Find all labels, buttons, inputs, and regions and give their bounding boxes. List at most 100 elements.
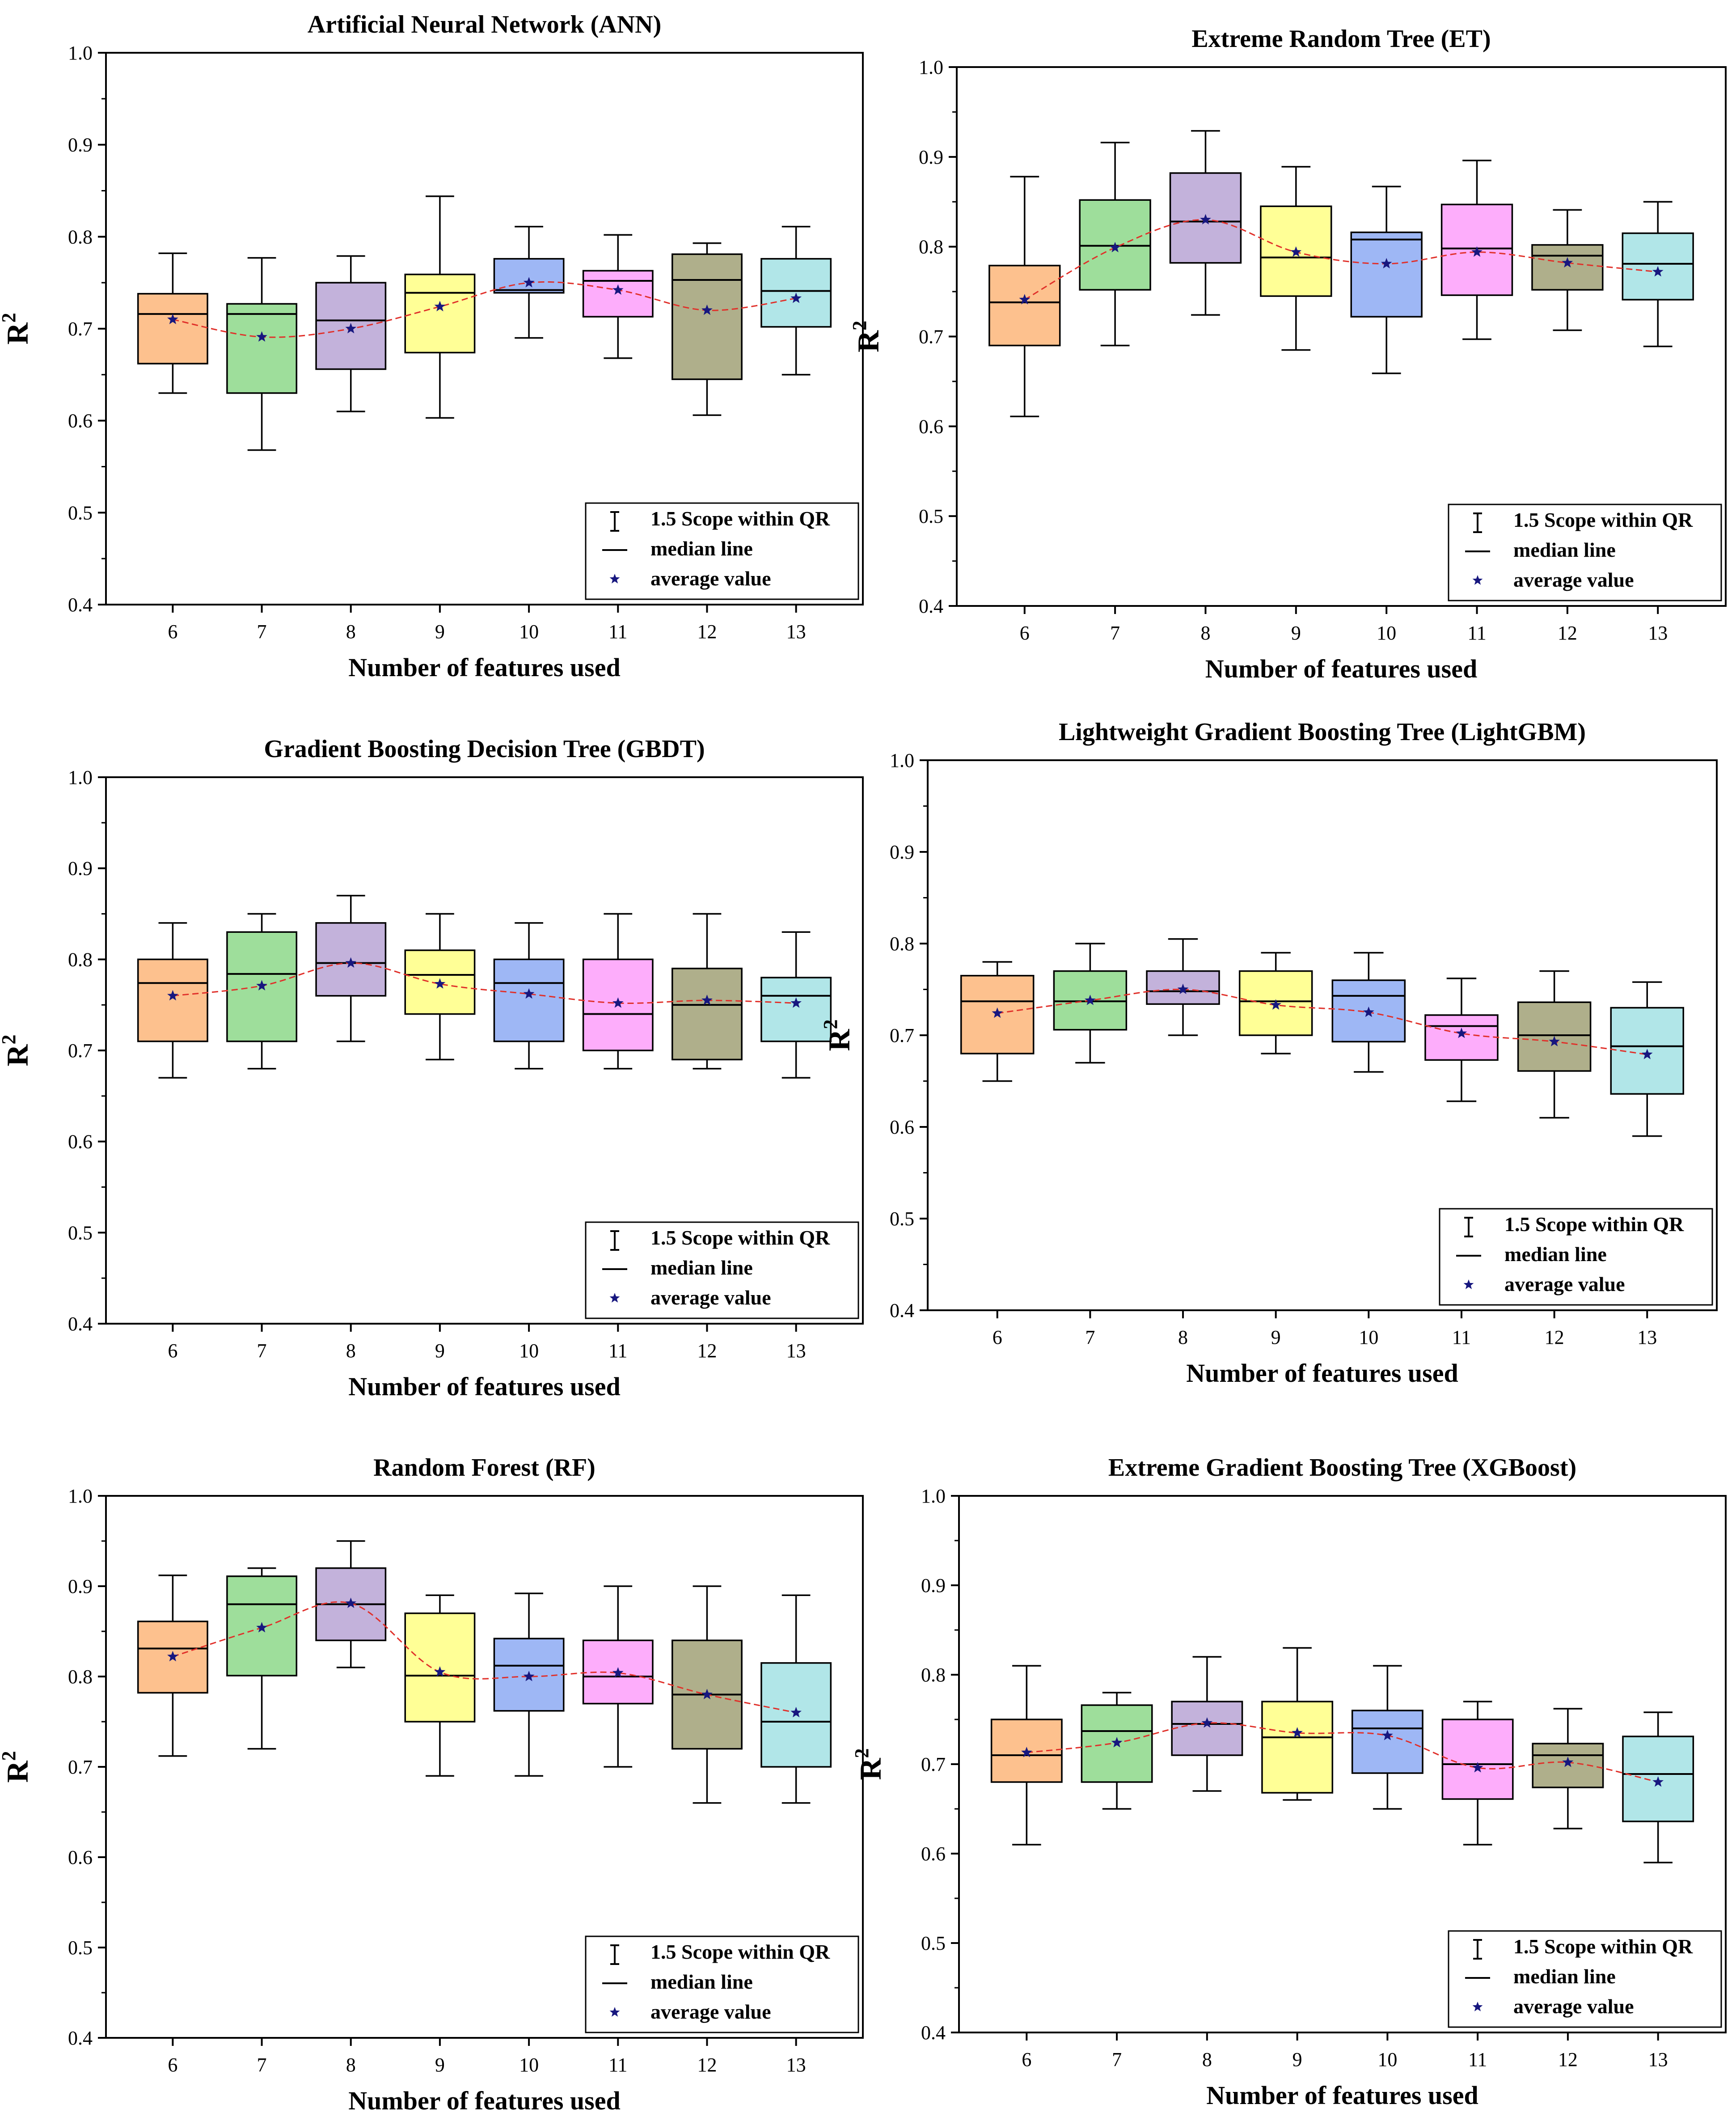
legend-whisker-icon: [610, 1230, 619, 1251]
y-tick-label: 0.9: [890, 841, 914, 863]
mean-marker-12: [1562, 1757, 1574, 1767]
legend-item-label: average value: [1513, 568, 1634, 591]
iqr-box: [137, 958, 208, 1042]
x-tick-label: 9: [1291, 622, 1301, 644]
mean-marker-12: [1549, 1036, 1560, 1046]
y-tick-label: 0.4: [68, 594, 93, 616]
legend-item-label: 1.5 Scope within QR: [1504, 1213, 1684, 1236]
x-tick-label: 7: [1110, 622, 1120, 644]
y-tick-label: 0.8: [68, 226, 93, 248]
iqr-box: [1351, 1710, 1423, 1774]
x-tick-label: 8: [1202, 2049, 1212, 2070]
y-tick-label: 0.9: [919, 146, 943, 168]
box-10: [1351, 1665, 1423, 1810]
legend-mean-icon: [1463, 1279, 1474, 1289]
y-tick-label: 1.0: [921, 1485, 946, 1507]
iqr-box: [582, 270, 654, 318]
y-tick-label: 0.6: [68, 1846, 93, 1868]
y-tick-label: 0.6: [68, 1131, 93, 1153]
x-tick-label: 12: [697, 2054, 717, 2076]
legend-whisker-icon: [1473, 512, 1482, 533]
mean-marker-11: [612, 1667, 624, 1678]
legend-item-label: median line: [1513, 1965, 1616, 1988]
x-tick-label: 10: [1359, 1326, 1378, 1348]
legend: 1.5 Scope within QR median line average va…: [585, 502, 859, 600]
mean-marker-11: [1471, 246, 1483, 257]
legend-whisker-icon: [610, 1944, 619, 1965]
legend-mean-icon: [609, 1293, 620, 1303]
x-tick-label: 7: [1085, 1326, 1095, 1348]
box-12: [672, 913, 743, 1070]
y-tick-label: 0.6: [919, 415, 943, 437]
y-tick-label: 1.0: [68, 42, 93, 64]
legend-box: [1439, 1208, 1713, 1306]
chart-title: Lightweight Gradient Boosting Tree (Ligh…: [1059, 718, 1586, 746]
legend-item-label: 1.5 Scope within QR: [1513, 508, 1693, 531]
box-7: [1081, 1692, 1153, 1810]
mean-marker-9: [1270, 999, 1281, 1010]
legend-item-label: average value: [1504, 1273, 1625, 1296]
x-tick-label: 13: [786, 2054, 806, 2076]
y-tick-label: 0.6: [68, 410, 93, 432]
mean-marker-11: [612, 284, 624, 295]
y-tick-label: 0.8: [68, 1666, 93, 1688]
x-tick-label: 9: [435, 2054, 445, 2076]
x-tick-label: 12: [1558, 622, 1577, 644]
y-axis-label: R2: [849, 321, 885, 352]
iqr-box: [493, 958, 565, 1042]
box-6: [137, 252, 208, 394]
mean-marker-10: [1381, 258, 1392, 269]
legend-item-label: average value: [650, 1286, 771, 1309]
y-axis-label: R2: [0, 1034, 34, 1066]
box-9: [1260, 166, 1332, 351]
x-tick-label: 6: [1020, 622, 1030, 644]
mean-marker-9: [1290, 246, 1302, 257]
legend-box: [1448, 1930, 1722, 2028]
legend: 1.5 Scope within QR median line average va…: [585, 1935, 859, 2033]
x-tick-label: 13: [786, 621, 806, 643]
mean-marker-8: [1201, 1717, 1213, 1728]
legend-whisker-icon: [610, 511, 619, 532]
box-9: [1261, 1647, 1334, 1801]
mean-marker-7: [1109, 241, 1121, 253]
box-12: [1531, 209, 1604, 331]
box-7: [226, 913, 297, 1070]
x-tick-label: 8: [346, 621, 356, 643]
x-tick-label: 13: [1637, 1326, 1657, 1348]
y-tick-label: 1.0: [68, 766, 93, 788]
legend-mean-icon: [609, 2007, 620, 2017]
box-10: [493, 922, 565, 1070]
x-tick-label: 6: [168, 2054, 177, 2076]
x-tick-label: 13: [786, 1340, 806, 1362]
mean-marker-9: [1292, 1727, 1303, 1738]
legend-item-label: median line: [650, 1256, 753, 1279]
box-6: [137, 1575, 208, 1757]
mean-marker-6: [992, 1007, 1003, 1018]
mean-marker-10: [523, 1671, 535, 1681]
y-tick-label: 1.0: [68, 1485, 93, 1507]
mean-trend-line: [173, 281, 796, 338]
mean-marker-6: [1019, 294, 1031, 305]
x-tick-label: 12: [697, 621, 717, 643]
mean-marker-13: [1652, 266, 1664, 277]
box-11: [582, 913, 654, 1070]
x-tick-label: 12: [1545, 1326, 1564, 1348]
y-axis-label-superscript: 2: [819, 1019, 841, 1029]
x-axis-label: Number of features used: [348, 2086, 620, 2115]
chart-panel-5: Random Forest (RF) 0.4 0.5 0.6 0.7 0.8 0.9 1.0 R…: [0, 1454, 864, 2115]
y-tick-label: 0.4: [919, 595, 943, 617]
iqr-box: [226, 303, 297, 394]
mean-marker-12: [701, 304, 713, 315]
y-tick-label: 0.7: [68, 1040, 93, 1062]
legend-whisker-icon: [1464, 1217, 1473, 1237]
legend-item-label: average value: [650, 567, 771, 590]
y-tick-label: 0.4: [890, 1300, 914, 1321]
mean-marker-7: [256, 331, 267, 342]
x-tick-label: 6: [168, 621, 177, 643]
x-tick-label: 10: [1377, 2049, 1397, 2070]
iqr-box: [988, 265, 1061, 347]
chart-title: Extreme Random Tree (ET): [1191, 25, 1491, 53]
x-tick-label: 11: [608, 2054, 627, 2076]
box-7: [1053, 943, 1128, 1064]
y-tick-label: 0.5: [68, 1222, 93, 1244]
